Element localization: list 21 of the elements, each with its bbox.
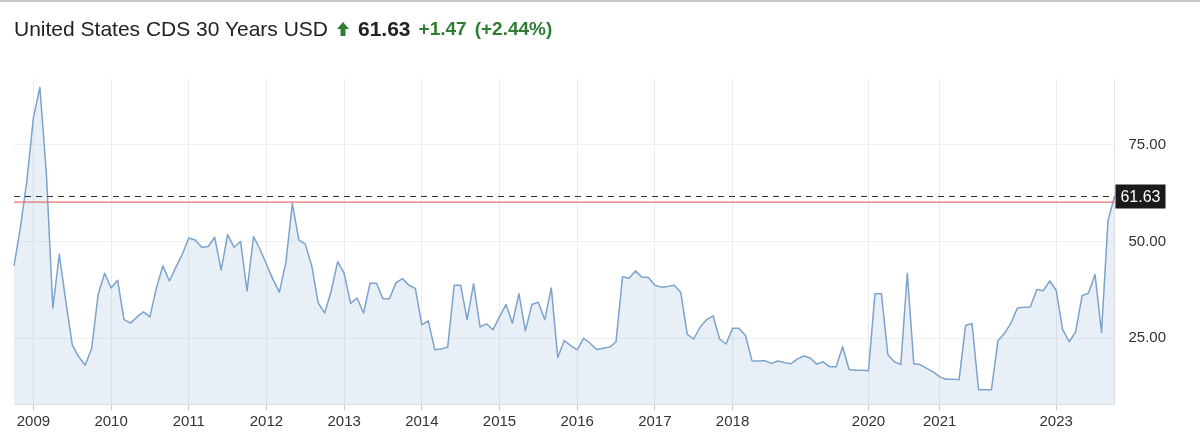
x-tick-label: 2013 [327,412,361,430]
text: 61.63 [358,17,411,41]
y-tick-label: 75.00 [1128,134,1167,152]
x-tick-label: 2016 [560,412,594,430]
x-tick-label: 2011 [172,412,205,430]
ref-line-label: 61.63 [1120,187,1161,205]
x-tick-label: 2012 [249,412,284,430]
x-tick-label: 2020 [851,412,886,430]
chart-title: United States CDS 30 Years USD [14,17,328,41]
x-tick-label: 2017 [638,412,672,430]
x-tick-label: 2021 [923,412,957,430]
text: (+2.44%) [474,18,553,40]
text: +1.47 [418,18,467,40]
x-tick-label: 2014 [405,412,439,430]
y-tick-label: 25.00 [1128,328,1167,346]
x-tick-label: 2023 [1039,412,1073,430]
x-tick-label: 2015 [482,412,517,430]
x-tick-label: 2009 [16,412,51,430]
y-tick-label: 50.00 [1128,231,1167,249]
x-tick-label: 2010 [94,412,128,430]
x-tick-label: 2018 [715,412,750,430]
